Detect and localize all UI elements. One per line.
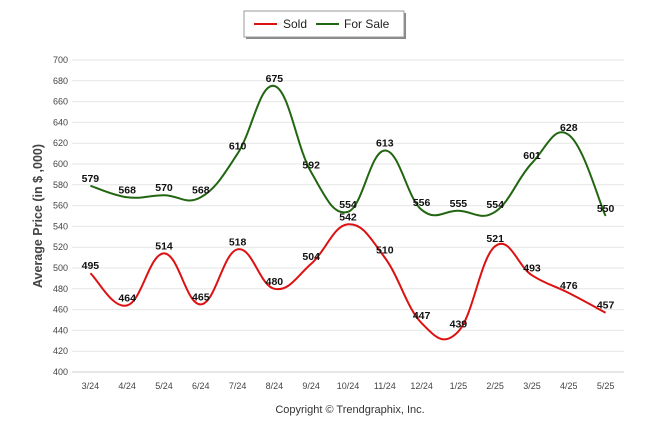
y-tick-label: 500 xyxy=(53,263,68,273)
data-label-for-sale: 550 xyxy=(597,203,615,215)
series-line-for-sale xyxy=(90,84,607,217)
x-tick-label: 12/24 xyxy=(410,381,433,391)
y-tick-label: 660 xyxy=(53,97,68,107)
data-label-for-sale: 570 xyxy=(155,182,173,194)
data-label-sold: 518 xyxy=(229,236,247,248)
y-tick-label: 420 xyxy=(53,346,68,356)
x-tick-label: 9/24 xyxy=(302,381,320,391)
data-label-for-sale: 568 xyxy=(192,184,210,196)
data-label-sold: 476 xyxy=(560,280,578,292)
data-labels: 495 464 514 465 518 480 504 542 510 447 439 521 493 4… xyxy=(82,73,615,330)
y-tick-label: 460 xyxy=(53,305,68,315)
legend-label-sold: Sold xyxy=(283,17,307,31)
data-label-sold: 439 xyxy=(450,318,468,330)
data-label-sold: 504 xyxy=(302,251,320,263)
data-label-sold: 457 xyxy=(597,300,615,312)
y-axis-ticks: 400 420 440 460 480 500 520 540 560 580 600 620 640 6… xyxy=(53,55,68,377)
grid xyxy=(72,59,624,373)
data-label-for-sale: 601 xyxy=(523,150,541,162)
series-lines xyxy=(89,84,607,341)
data-label-sold: 495 xyxy=(82,260,100,272)
y-axis-label: Average Price (in $ ,000) xyxy=(31,144,45,288)
data-label-sold: 447 xyxy=(413,310,431,322)
y-tick-label: 560 xyxy=(53,201,68,211)
data-label-sold: 493 xyxy=(523,262,541,274)
x-tick-label: 11/24 xyxy=(374,381,396,391)
y-tick-label: 440 xyxy=(53,325,68,335)
legend: Sold For Sale xyxy=(243,10,406,39)
x-tick-label: 5/24 xyxy=(155,381,173,391)
x-tick-label: 4/24 xyxy=(118,381,136,391)
data-label-sold: 480 xyxy=(266,276,284,288)
data-label-sold: 510 xyxy=(376,245,394,257)
y-tick-label: 680 xyxy=(53,76,68,86)
x-tick-label: 10/24 xyxy=(337,381,360,391)
x-tick-label: 8/24 xyxy=(266,381,284,391)
x-tick-label: 7/24 xyxy=(229,381,247,391)
x-tick-label: 2/25 xyxy=(486,381,504,391)
y-tick-label: 640 xyxy=(53,117,68,127)
series-line-sold xyxy=(89,223,607,341)
x-tick-label: 1/25 xyxy=(450,381,468,391)
x-axis-ticks: 3/24 4/24 5/24 6/24 7/24 8/24 9/24 10/24 11/24 12… xyxy=(82,381,615,391)
data-label-for-sale: 555 xyxy=(450,198,468,210)
data-label-sold: 514 xyxy=(155,240,173,252)
data-label-for-sale: 579 xyxy=(82,173,100,185)
y-tick-label: 520 xyxy=(53,242,68,252)
y-tick-label: 600 xyxy=(53,159,68,169)
x-tick-label: 5/25 xyxy=(597,381,615,391)
data-label-for-sale: 592 xyxy=(302,159,320,171)
data-label-for-sale: 568 xyxy=(118,184,136,196)
data-label-sold: 464 xyxy=(118,292,136,304)
x-tick-label: 3/25 xyxy=(523,381,541,391)
y-tick-label: 400 xyxy=(53,367,68,377)
y-tick-label: 580 xyxy=(53,180,68,190)
y-tick-label: 700 xyxy=(53,55,68,65)
y-tick-label: 620 xyxy=(53,138,68,148)
y-tick-label: 480 xyxy=(53,284,68,294)
data-label-for-sale: 613 xyxy=(376,137,394,149)
x-tick-label: 3/24 xyxy=(82,381,100,391)
x-tick-label: 4/25 xyxy=(560,381,578,391)
data-label-for-sale: 554 xyxy=(486,199,504,211)
data-label-sold: 542 xyxy=(339,211,357,223)
data-label-sold: 465 xyxy=(192,291,210,303)
data-label-for-sale: 554 xyxy=(339,199,357,211)
legend-label-for-sale: For Sale xyxy=(344,17,390,31)
data-label-sold: 521 xyxy=(486,233,504,245)
y-tick-label: 540 xyxy=(53,221,68,231)
x-tick-label: 6/24 xyxy=(192,381,210,391)
data-label-for-sale: 556 xyxy=(413,197,431,209)
data-label-for-sale: 628 xyxy=(560,122,578,134)
data-label-for-sale: 675 xyxy=(266,73,284,85)
copyright-text: Copyright © Trendgraphix, Inc. xyxy=(275,404,424,416)
data-label-for-sale: 610 xyxy=(229,141,247,153)
